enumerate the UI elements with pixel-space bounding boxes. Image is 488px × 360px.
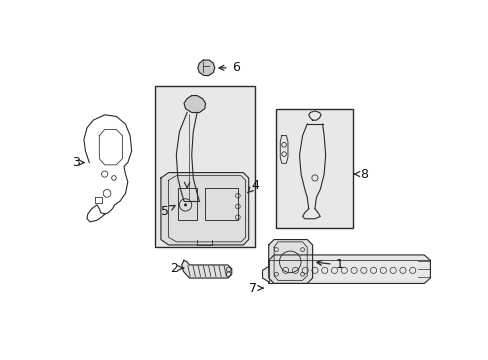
Text: 1: 1 — [316, 258, 343, 271]
Bar — [154, 86, 254, 247]
Polygon shape — [198, 60, 214, 76]
Text: 6: 6 — [219, 61, 239, 74]
Polygon shape — [262, 255, 429, 283]
Text: 3: 3 — [72, 156, 84, 169]
Circle shape — [183, 203, 187, 206]
Text: 5: 5 — [161, 204, 175, 217]
Polygon shape — [268, 239, 312, 283]
Bar — [276, 109, 353, 228]
Text: 8: 8 — [354, 168, 367, 181]
Text: 2: 2 — [170, 261, 183, 275]
Polygon shape — [161, 172, 248, 245]
Polygon shape — [183, 95, 205, 112]
Text: 7: 7 — [249, 282, 263, 294]
Text: 4: 4 — [247, 179, 258, 193]
Polygon shape — [182, 260, 231, 278]
